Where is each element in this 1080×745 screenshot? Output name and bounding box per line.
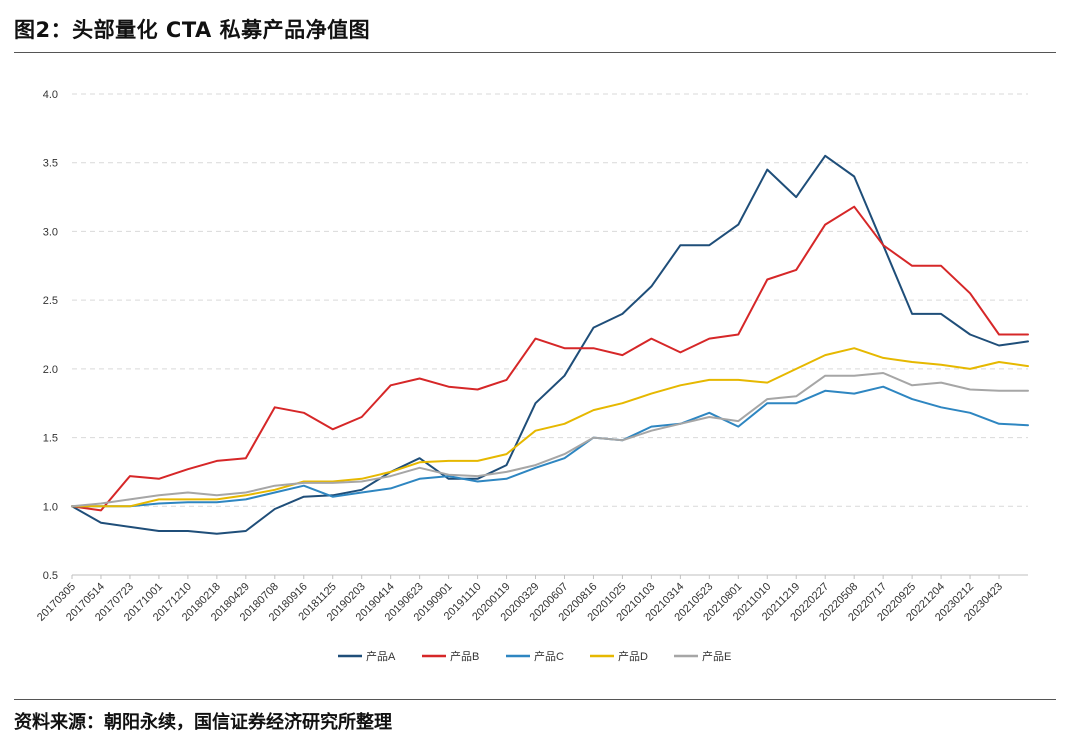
figure-title: 图2：头部量化 CTA 私募产品净值图 [14, 18, 371, 42]
top-divider [14, 52, 1056, 53]
y-tick-label: 3.0 [43, 226, 58, 238]
y-tick-label: 0.5 [43, 570, 58, 582]
y-tick-label: 2.0 [43, 364, 58, 376]
legend-label: 产品C [534, 649, 564, 663]
y-tick-label: 3.5 [43, 158, 58, 170]
y-tick-label: 2.5 [43, 295, 58, 307]
series-line [71, 154, 1029, 535]
grid-lines [72, 93, 1028, 507]
bottom-divider [14, 699, 1056, 700]
series-line [71, 205, 1029, 512]
series-lines [71, 154, 1029, 535]
legend-label: 产品E [702, 649, 731, 663]
source-note: 资料来源：朝阳永续，国信证券经济研究所整理 [14, 712, 392, 733]
series-line [71, 347, 1029, 508]
x-axis-ticks: 2017030520170514201707232017100120171210… [35, 575, 1005, 624]
nav-line-chart: 0.5 1.0 1.5 2.0 2.5 3.0 3.5 4.0 201703052017051… [35, 89, 1029, 663]
y-tick-label: 1.5 [43, 433, 58, 445]
y-axis-ticks: 0.5 1.0 1.5 2.0 2.5 3.0 3.5 4.0 [43, 89, 58, 582]
legend: 产品A 产品B 产品C 产品D 产品E [338, 649, 731, 663]
y-tick-label: 4.0 [43, 89, 58, 101]
y-tick-label: 1.0 [43, 501, 58, 513]
series-line [71, 372, 1029, 508]
series-line [71, 385, 1029, 508]
legend-label: 产品D [618, 649, 648, 663]
legend-label: 产品B [450, 649, 479, 663]
legend-label: 产品A [366, 649, 396, 663]
